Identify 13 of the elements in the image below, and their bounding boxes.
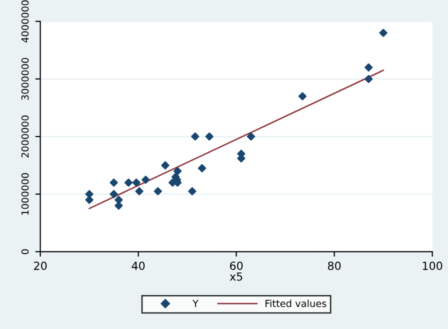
x-tick-label: 40 — [132, 262, 145, 270]
y-tick-label: 0 — [21, 249, 29, 254]
legend-label: Y — [192, 300, 199, 307]
x-tick-label: 80 — [328, 262, 341, 270]
x-tick-label: 60 — [230, 262, 243, 270]
y-tick-label: 4000000 — [21, 0, 29, 43]
legend-label: Fitted values — [266, 300, 326, 308]
y-tick-label: 2000000 — [21, 116, 29, 158]
y-tick-label: 1000000 — [21, 173, 29, 215]
y-tick-label: 3000000 — [21, 58, 29, 100]
x-tick-label: 100 — [422, 262, 442, 270]
x-axis-title: x5 — [230, 272, 242, 281]
x-tick-label: 20 — [34, 262, 47, 270]
